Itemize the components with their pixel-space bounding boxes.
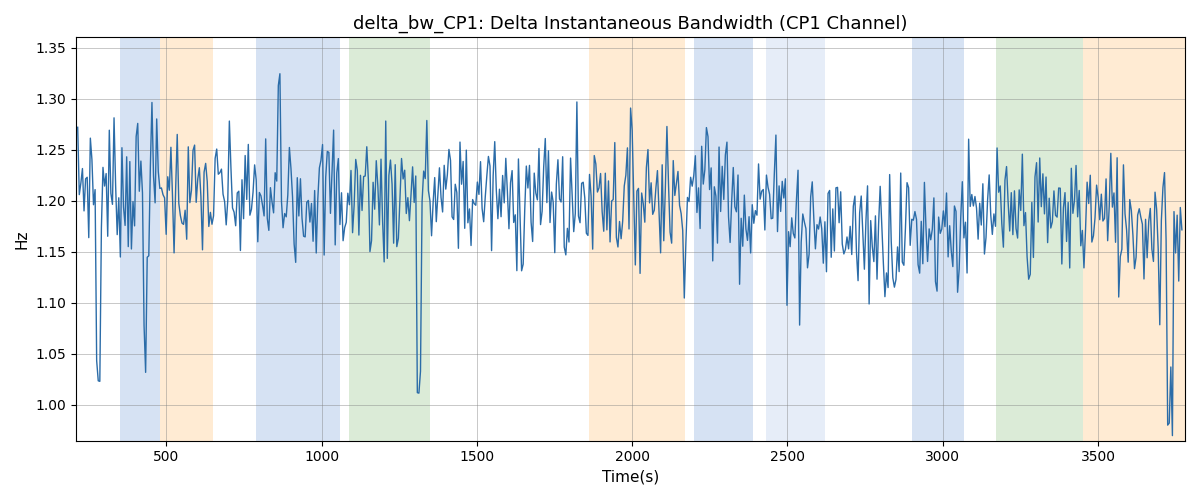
Bar <box>996 38 1082 440</box>
Bar <box>160 38 212 440</box>
X-axis label: Time(s): Time(s) <box>602 470 659 485</box>
Bar <box>912 38 965 440</box>
Y-axis label: Hz: Hz <box>14 230 30 249</box>
Title: delta_bw_CP1: Delta Instantaneous Bandwidth (CP1 Channel): delta_bw_CP1: Delta Instantaneous Bandwi… <box>353 15 908 34</box>
Bar <box>695 38 754 440</box>
Bar <box>1082 38 1186 440</box>
Bar <box>349 38 431 440</box>
Bar <box>589 38 685 440</box>
Bar <box>120 38 160 440</box>
Bar <box>257 38 340 440</box>
Bar <box>766 38 824 440</box>
